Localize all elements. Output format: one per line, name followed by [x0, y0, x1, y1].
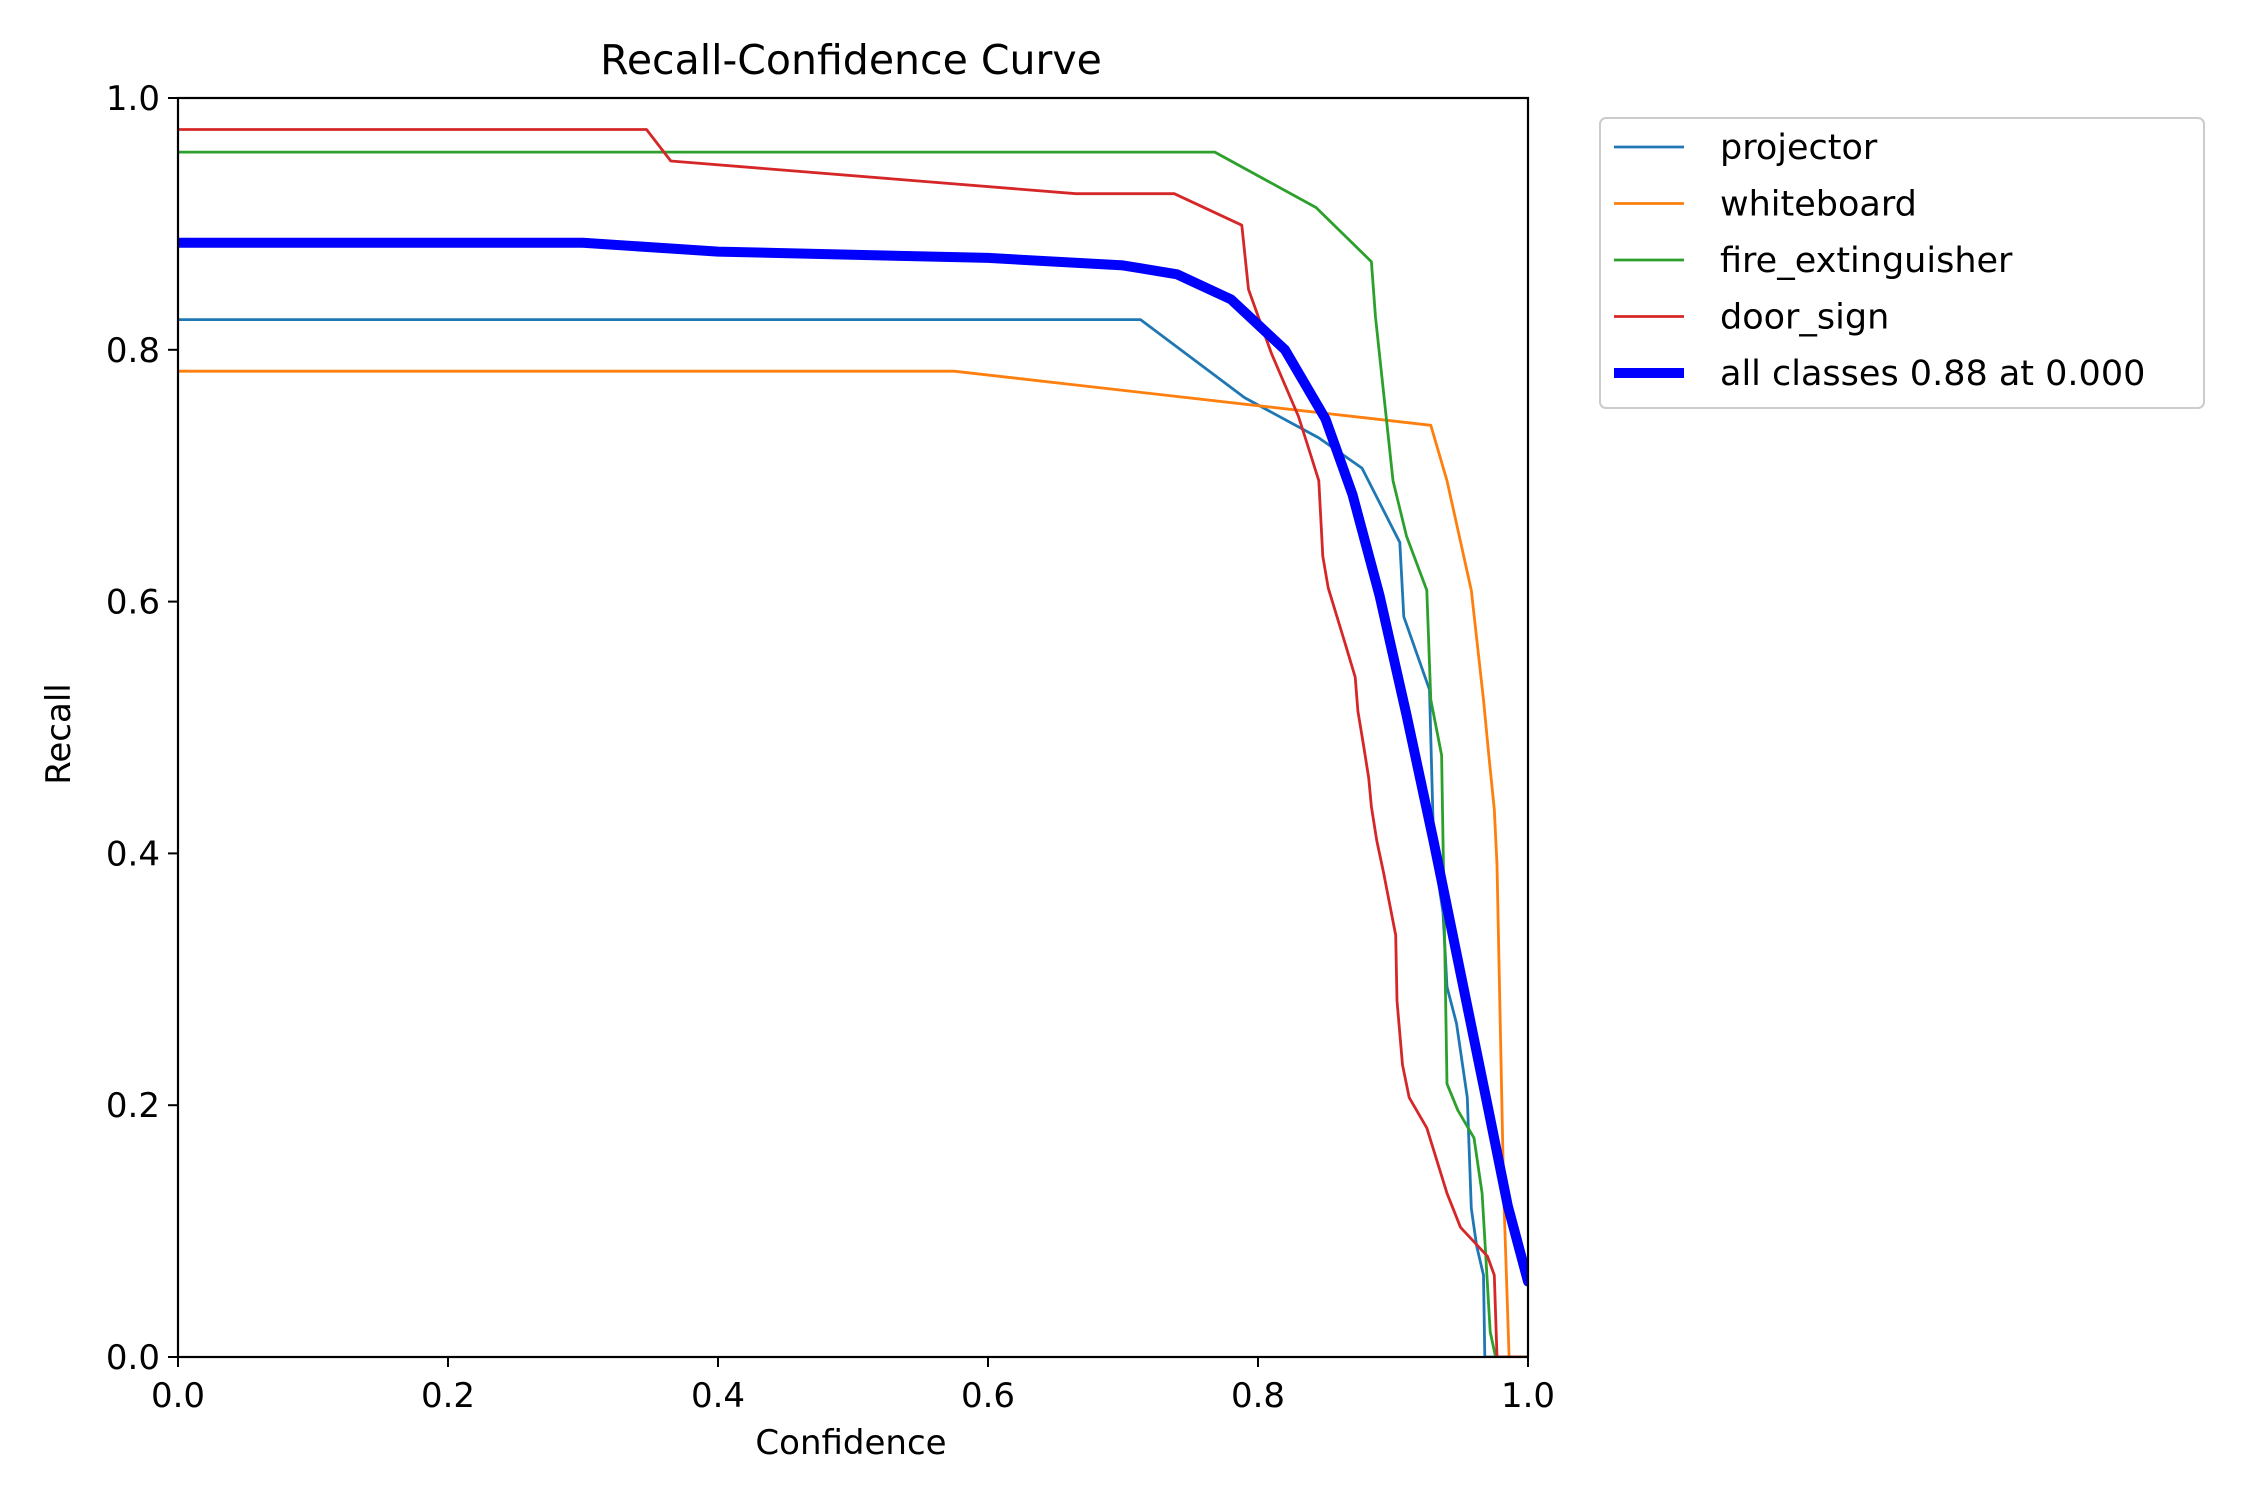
- x-tick-label: 0.2: [421, 1376, 475, 1416]
- y-tick-label: 0.4: [106, 834, 160, 874]
- x-tick-label: 0.6: [961, 1376, 1015, 1416]
- y-tick-label: 1.0: [106, 79, 160, 119]
- chart-title: Recall-Confidence Curve: [600, 36, 1102, 84]
- x-axis-label: Confidence: [755, 1423, 946, 1463]
- plot-area: 0.0 0.2 0.4 0.6 0.8 1.0 0.0 0.2 0.4 0.6 0.8 1.0: [106, 79, 1555, 1416]
- legend-box: [1599, 117, 2205, 409]
- x-tick-label: 0.8: [1231, 1376, 1285, 1416]
- legend-label: all classes 0.88 at 0.000: [1720, 354, 2145, 394]
- y-tick-label: 0.6: [106, 583, 160, 623]
- y-tick-label: 0.0: [106, 1338, 160, 1378]
- series-line-fire-extinguisher: [178, 150, 1528, 1357]
- x-tick-label: 1.0: [1501, 1376, 1555, 1416]
- y-axis-label: Recall: [39, 683, 79, 784]
- series-line-door-sign: [178, 128, 1528, 1357]
- legend-label: projector: [1720, 128, 1878, 168]
- legend: projector whiteboard fire_extinguisherdoor…: [1599, 117, 2205, 409]
- x-tick-label: 0.4: [691, 1376, 745, 1416]
- x-tick-label: 0.0: [151, 1376, 205, 1416]
- series-lines: [178, 128, 1528, 1357]
- y-tick-label: 0.2: [106, 1086, 160, 1126]
- axes-frame: [176, 96, 1530, 1359]
- legend-label: whiteboard: [1720, 185, 1917, 225]
- y-tick-label: 0.8: [106, 331, 160, 371]
- legend-label: fire_extinguisher: [1720, 241, 2013, 281]
- series-line-whiteboard: [178, 369, 1528, 1357]
- legend-label: door_sign: [1720, 298, 1889, 338]
- series-line-all: [178, 237, 1528, 1287]
